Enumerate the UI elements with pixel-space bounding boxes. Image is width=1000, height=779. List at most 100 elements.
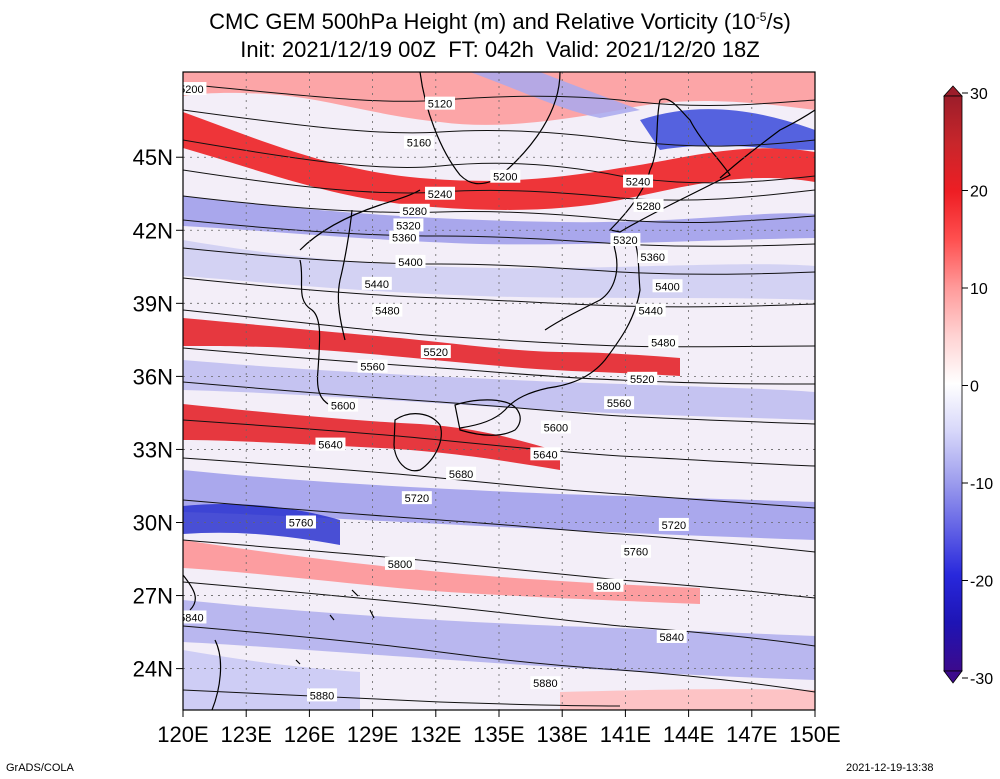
contour-label-bg [401,491,432,505]
contour-label-bg [420,345,451,359]
colorbar-tick-label: -30 [970,671,993,688]
x-tick-label: 150E [789,722,840,747]
contour-label-bg [620,544,651,558]
colorbar-tick-label: 0 [970,379,979,396]
contour-label-bg [328,398,359,412]
colorbar-tick-label: -10 [970,476,993,493]
contour-label-bg [627,371,658,385]
colorbar-top-arrow [943,85,963,97]
contour-label-bg [372,303,403,317]
colorbar: 30 20 10 0 -10 -20 -30 [943,85,993,688]
contour-label: 5520 [630,374,654,386]
footer-credit: GrADS/COLA [6,762,74,774]
y-tick-label: 30N [133,510,173,535]
contour-label-bg [658,517,689,531]
contour-label-bg [403,135,434,149]
y-tick-label: 39N [133,291,173,316]
height-contours [183,83,815,707]
contour-label: 5520 [424,347,448,359]
contour-label-bg [357,359,388,373]
contour-label-bg [530,447,561,461]
contour-label: 5200 [179,84,203,96]
contour-label-bg [652,279,683,293]
x-tick-label: 144E [663,722,714,747]
contour-label-bg [490,169,521,183]
footer-timestamp: 2021-12-19-13:38 [846,762,934,774]
contour-label: 5800 [388,559,412,571]
colorbar-tick-label: 10 [970,281,988,298]
colorbar-bottom-arrow [943,670,963,684]
contour-label-bg [648,335,679,349]
colorbar-ticks: 30 20 10 0 -10 -20 -30 [962,86,993,688]
contour-label: 5440 [365,279,389,291]
colorbar-bar [943,95,963,672]
colorbar-tick-label: 20 [970,184,988,201]
contour-label: 5760 [289,517,313,529]
contour-label-bg [530,676,561,690]
figure-title-line2: Init: 2021/12/19 00Z FT: 042h Valid: 202… [240,37,760,62]
contour-label-bg [656,629,687,643]
contour-label-bg [637,250,668,264]
contour-label: 5880 [310,690,334,702]
contour-label-bg [361,276,392,290]
x-tick-label: 123E [221,722,272,747]
contour-label-bg [183,82,207,96]
x-tick-label: 138E [537,722,588,747]
contour-label-bg [425,96,456,110]
vorticity-shading [183,72,815,710]
contour-label-bg [399,203,430,217]
contour-label-bg [623,174,654,188]
contour-label: 5600 [544,423,568,435]
contour-label: 5160 [407,138,431,150]
contour-label-bg [610,233,641,247]
contour-label: 5880 [533,678,557,690]
contour-label-bg [307,688,338,702]
x-tick-label: 141E [600,722,651,747]
contour-label: 5560 [607,398,631,410]
contour-label-bg [384,556,415,570]
contour-label: 5480 [375,306,399,318]
contour-label: 5400 [398,257,422,269]
contour-label: 5280 [402,206,426,218]
y-tick-label: 27N [133,584,173,609]
y-tick-label: 36N [133,364,173,389]
contour-label: 5480 [651,337,675,349]
y-tick-label: 24N [133,657,173,682]
contour-label: 5840 [660,632,684,644]
y-tick-label: 33N [133,437,173,462]
x-tick-label: 147E [726,722,777,747]
contour-label-bg [395,254,426,268]
contour-label: 5360 [641,252,665,264]
contour-label: 5120 [428,99,452,111]
contour-label: 5720 [662,520,686,532]
contour-label: 5640 [533,449,557,461]
x-tick-label: 120E [157,722,208,747]
figure-title-line1: CMC GEM 500hPa Height (m) and Relative V… [209,9,791,34]
contour-label: 5800 [596,581,620,593]
contour-label-bg [183,610,207,624]
contour-label: 5560 [360,362,384,374]
contour-label: 5400 [655,281,679,293]
y-tick-label: 45N [133,145,173,170]
x-tick-label: 135E [473,722,524,747]
contour-label: 5640 [318,440,342,452]
contour-label-bg [446,466,477,480]
x-tick-label: 132E [410,722,461,747]
contour-label: 5680 [449,469,473,481]
axis-ticks: 120E 123E 126E 129E 132E 135E 138E 141E 144E 147E… [133,145,841,747]
contour-label: 5200 [493,172,517,184]
contour-label: 5600 [331,401,355,413]
contour-label-bg [315,437,346,451]
contour-label-bg [593,578,624,592]
contour-label: 5720 [405,493,429,505]
contour-label: 5840 [179,612,203,624]
contour-label: 5760 [624,547,648,559]
contour-label-bg [540,420,571,434]
colorbar-tick-label: 30 [970,86,988,103]
contour-label-bg [285,515,316,529]
contour-label-bg [604,396,635,410]
contour-label-bg [425,186,456,200]
